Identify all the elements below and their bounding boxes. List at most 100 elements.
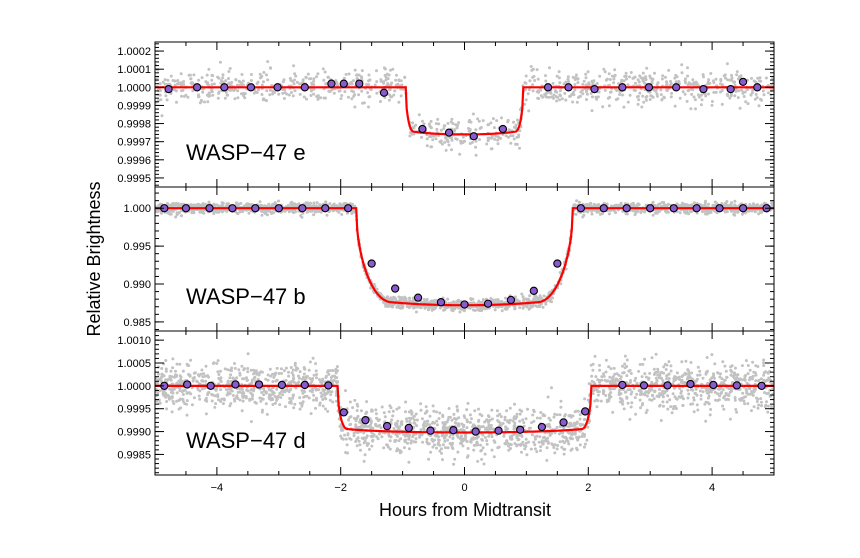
raw-point: [504, 134, 508, 138]
raw-point: [317, 210, 321, 213]
raw-point: [667, 210, 670, 214]
binned-point: [251, 204, 260, 213]
raw-point: [219, 400, 223, 403]
raw-point: [315, 75, 318, 79]
raw-point: [224, 90, 228, 94]
raw-point: [429, 450, 433, 454]
raw-point: [767, 376, 771, 380]
raw-point: [734, 90, 738, 93]
raw-point: [352, 434, 356, 438]
raw-point: [420, 417, 424, 421]
raw-point: [707, 211, 711, 215]
raw-point: [546, 395, 550, 399]
plot-area: [155, 352, 774, 466]
raw-point: [324, 200, 328, 204]
raw-point: [271, 92, 275, 96]
binned-point: [469, 132, 478, 141]
raw-point: [392, 427, 396, 430]
raw-point: [589, 204, 593, 208]
raw-point: [604, 394, 608, 397]
raw-point: [558, 89, 562, 93]
raw-point: [520, 292, 524, 296]
raw-point: [245, 208, 249, 212]
raw-point: [493, 308, 497, 312]
raw-point: [680, 63, 684, 67]
raw-point: [426, 308, 430, 312]
raw-point: [496, 142, 500, 146]
raw-point: [677, 79, 681, 83]
raw-point: [645, 95, 649, 98]
raw-point: [733, 94, 737, 98]
raw-point: [648, 98, 652, 101]
binned-point: [738, 77, 748, 87]
raw-point: [269, 393, 272, 397]
raw-point: [653, 203, 657, 207]
raw-point: [680, 201, 684, 205]
raw-point: [394, 78, 398, 82]
raw-point: [391, 409, 395, 413]
raw-point: [404, 400, 408, 404]
raw-point: [564, 98, 568, 102]
raw-point: [555, 74, 559, 78]
raw-point: [564, 267, 568, 271]
raw-point: [647, 376, 651, 380]
raw-point: [353, 105, 357, 109]
raw-point: [393, 89, 397, 93]
raw-point: [352, 431, 356, 435]
raw-point: [612, 81, 616, 85]
raw-point: [399, 450, 403, 454]
raw-point: [490, 448, 494, 452]
raw-point: [576, 77, 580, 81]
raw-point: [444, 148, 448, 152]
raw-point: [608, 78, 612, 81]
binned-point: [418, 124, 427, 134]
raw-point: [766, 378, 769, 382]
raw-point: [429, 125, 433, 129]
raw-point: [233, 97, 237, 101]
raw-point: [185, 391, 189, 395]
raw-point: [701, 210, 704, 214]
raw-point: [314, 369, 318, 373]
raw-point: [604, 358, 608, 362]
raw-point: [765, 400, 768, 404]
raw-point: [652, 373, 656, 376]
raw-point: [447, 407, 451, 410]
raw-point: [508, 418, 512, 422]
raw-point: [531, 413, 535, 417]
raw-point: [557, 76, 561, 80]
raw-point: [171, 79, 175, 82]
raw-point: [246, 370, 250, 374]
raw-point: [548, 299, 552, 303]
raw-point: [350, 97, 354, 101]
raw-point: [438, 411, 442, 415]
raw-point: [156, 391, 160, 395]
binned-point: [228, 204, 237, 213]
raw-point: [524, 81, 528, 85]
raw-point: [662, 365, 666, 369]
raw-point: [703, 204, 707, 208]
raw-point: [752, 405, 756, 409]
binned-point: [506, 295, 516, 305]
raw-point: [710, 353, 714, 357]
raw-point: [725, 375, 729, 379]
raw-point: [174, 203, 178, 206]
raw-point: [763, 391, 766, 395]
raw-point: [686, 388, 690, 392]
raw-point: [706, 396, 710, 400]
raw-point: [238, 210, 242, 214]
raw-point: [477, 299, 481, 303]
raw-point: [631, 201, 635, 205]
binned-point: [367, 259, 376, 268]
raw-point: [500, 309, 504, 313]
raw-point: [537, 97, 541, 100]
raw-point: [754, 93, 758, 96]
raw-point: [210, 90, 214, 94]
raw-point: [161, 80, 165, 84]
raw-point: [459, 307, 463, 311]
raw-point: [532, 440, 536, 444]
raw-point: [353, 398, 357, 402]
raw-point: [254, 401, 258, 405]
raw-point: [312, 87, 316, 91]
raw-point: [315, 398, 319, 402]
raw-point: [402, 446, 406, 450]
